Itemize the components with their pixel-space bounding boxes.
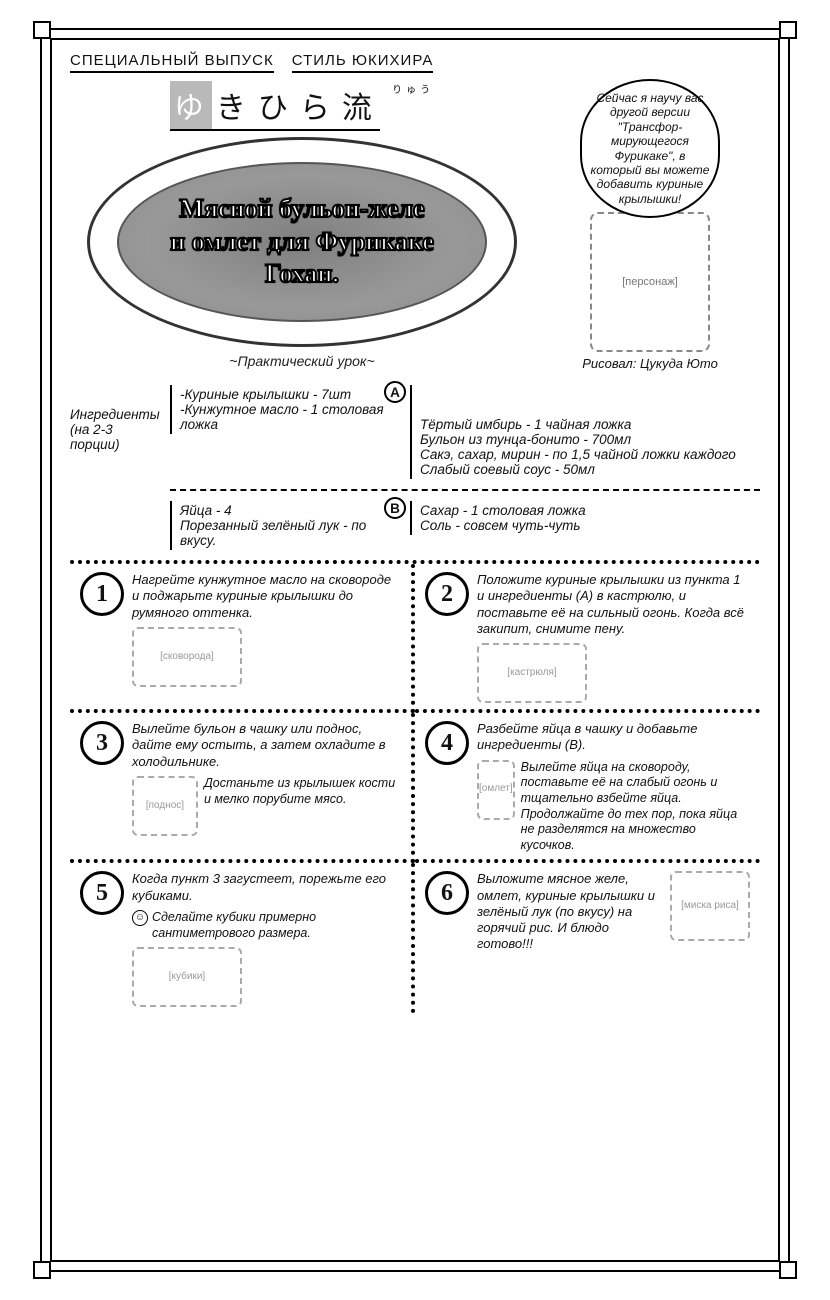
step-illustration: [миска риса] — [670, 871, 750, 941]
step-illustration: [поднос] — [132, 776, 198, 836]
step-4: 4 Разбейте яйца в чашку и добавьте ингре… — [415, 713, 760, 863]
title-line: и омлет для Фурикаке — [170, 226, 434, 259]
step-3: 3 Вылейте бульон в чашку или поднос, дай… — [70, 713, 415, 863]
group-letter-a: A — [384, 381, 406, 403]
step-illustration: [омлет] — [477, 760, 515, 820]
header-style: СТИЛЬ ЮКИХИРА — [292, 52, 434, 73]
title-line: Гохан. — [170, 258, 434, 291]
step-illustration: [кастрюля] — [477, 643, 587, 703]
step-number: 1 — [80, 572, 124, 616]
ingredients-body: -Куриные крылышки - 7шт -Кунжутное масло… — [170, 385, 760, 550]
step-number: 4 — [425, 721, 469, 765]
step-note: ☺ Сделайте кубики примерно сантиметровог… — [132, 910, 401, 941]
step-text: Положите куриные крылышки из пункта 1 и … — [477, 572, 750, 637]
steps-grid: 1 Нагрейте кунжутное масло на сковороде … — [70, 560, 760, 1013]
title-line: Мясной бульон-желе — [170, 193, 434, 226]
header-row: СПЕЦИАЛЬНЫЙ ВЫПУСК СТИЛЬ ЮКИХИРА — [70, 52, 760, 73]
page-content: СПЕЦИАЛЬНЫЙ ВЫПУСК СТИЛЬ ЮКИХИРА ゆきひら流 り… — [50, 38, 780, 1262]
corner-decoration — [779, 21, 797, 39]
plate-illustration: Мясной бульон-желе и омлет для Фурикаке … — [87, 137, 517, 347]
ingredients-main-2: Яйца - 4 Порезанный зелёный лук - по вку… — [170, 501, 400, 550]
step-illustration: [сковорода] — [132, 627, 242, 687]
step-2: 2 Положите куриные крылышки из пункта 1 … — [415, 564, 760, 713]
corner-decoration — [33, 1261, 51, 1279]
ingredients-main-1: -Куриные крылышки - 7шт -Кунжутное масло… — [170, 385, 400, 434]
step-number: 2 — [425, 572, 469, 616]
outer-frame: СПЕЦИАЛЬНЫЙ ВЫПУСК СТИЛЬ ЮКИХИРА ゆきひら流 り… — [40, 28, 790, 1272]
ingredients-label: Ингредиенты (на 2-3 порции) — [70, 385, 160, 550]
character-illustration: [персонаж] — [590, 212, 710, 352]
note-mark-icon: ☺ — [132, 910, 148, 926]
step-6: 6 Выложите мясное желе, омлет, куриные к… — [415, 863, 760, 1013]
step-text: Разбейте яйца в чашку и добавьте ингреди… — [477, 721, 750, 754]
ingredients-row-1: -Куриные крылышки - 7шт -Кунжутное масло… — [170, 385, 760, 479]
step-illustration: [кубики] — [132, 947, 242, 1007]
step-text: Вылейте бульон в чашку или поднос, дайте… — [132, 721, 401, 770]
top-block: ゆきひら流 りゅう Мясной бульон-желе и омлет для… — [70, 79, 760, 371]
group-b-text: Сахар - 1 столовая ложка Соль - совсем ч… — [420, 503, 586, 533]
step-extra-text: Вылейте яйца на сковороду, поставьте её … — [521, 760, 750, 854]
character-column: Сейчас я научу вас другой версии "Трансф… — [540, 79, 760, 371]
step-5: 5 Когда пункт 3 загустеет, порежьте его … — [70, 863, 415, 1013]
jp-banner: ゆきひら流 りゅう — [164, 79, 440, 133]
ingredients-group-a: A Тёртый имбирь - 1 чайная ложка Бульон … — [410, 385, 760, 479]
corner-decoration — [779, 1261, 797, 1279]
illustrator-credit: Рисовал: Цукуда Юто — [582, 356, 718, 371]
jp-ruby: りゅう — [392, 85, 434, 96]
step-number: 6 — [425, 871, 469, 915]
speech-bubble: Сейчас я научу вас другой версии "Трансф… — [580, 79, 720, 218]
ingredients-separator — [170, 489, 760, 491]
recipe-title: Мясной бульон-желе и омлет для Фурикаке … — [170, 193, 434, 291]
group-letter-b: B — [384, 497, 406, 519]
plate-inner: Мясной бульон-желе и омлет для Фурикаке … — [117, 162, 487, 322]
recipe-subtitle: ~Практический урок~ — [70, 353, 534, 369]
step-1: 1 Нагрейте кунжутное масло на сковороде … — [70, 564, 415, 713]
step-text: Нагрейте кунжутное масло на сковороде и … — [132, 572, 401, 621]
step-number: 3 — [80, 721, 124, 765]
step-text: Когда пункт 3 загустеет, порежьте его ку… — [132, 871, 401, 904]
step-extra-text: Достаньте из крылышек кости и мелко пору… — [204, 776, 401, 807]
note-text: Сделайте кубики примерно сантиметрового … — [152, 910, 401, 941]
ingredients-row-2: Яйца - 4 Порезанный зелёный лук - по вку… — [170, 501, 760, 550]
header-special: СПЕЦИАЛЬНЫЙ ВЫПУСК — [70, 52, 274, 73]
title-area: ゆきひら流 りゅう Мясной бульон-желе и омлет для… — [70, 79, 534, 371]
group-a-text: Тёртый имбирь - 1 чайная ложка Бульон из… — [420, 417, 736, 477]
ingredients-group-b: B Сахар - 1 столовая ложка Соль - совсем… — [410, 501, 760, 535]
step-number: 5 — [80, 871, 124, 915]
step-text: Выложите мясное желе, омлет, куриные кры… — [477, 871, 664, 952]
ingredients-section: Ингредиенты (на 2-3 порции) -Куриные кры… — [70, 385, 760, 550]
corner-decoration — [33, 21, 51, 39]
